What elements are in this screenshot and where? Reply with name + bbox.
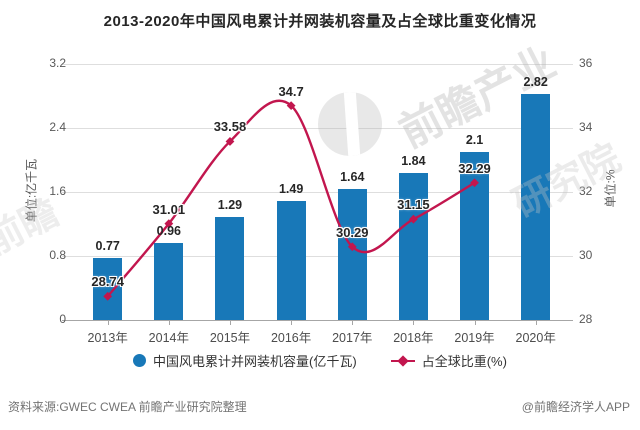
bar-value-label: 1.84 [401, 153, 426, 168]
x-axis-tick [168, 321, 170, 325]
bar-2020年 [521, 94, 551, 320]
legend-circle-marker-icon [133, 354, 147, 367]
bar-2016年 [276, 200, 306, 320]
gridline [62, 64, 573, 65]
line-value-label: 31.01 [152, 201, 186, 217]
x-axis-label: 2016年 [270, 331, 312, 345]
x-axis-tick [291, 321, 293, 325]
bar-value-label: 0.96 [156, 224, 181, 239]
bar-value-label: 1.64 [340, 169, 365, 184]
footer: 资料来源:GWEC CWEA 前瞻产业研究院整理 @前瞻经济学人APP [0, 398, 640, 415]
x-axis-label: 2020年 [515, 331, 556, 345]
bar-2015年 [215, 216, 245, 320]
right-axis-tick: 32 [579, 184, 593, 198]
x-axis-label: 2013年 [87, 331, 128, 345]
line-value-label: 28.74 [91, 274, 124, 290]
brand-credit: @前瞻经济学人APP [521, 400, 630, 414]
diamond-marker-icon [225, 137, 235, 146]
bar-2014年 [154, 243, 184, 320]
bar-value-label: 1.49 [278, 181, 304, 196]
legend-item-share: 占全球比重(%) [390, 351, 507, 370]
x-axis-tick [352, 321, 354, 325]
bar-value-label: 2.1 [465, 133, 484, 147]
line-value-label: 33.58 [213, 119, 247, 135]
left-axis-tick: 1.6 [49, 184, 66, 198]
bar-2019年 [460, 152, 490, 320]
source-note: 资料来源:GWEC CWEA 前瞻产业研究院整理 [8, 400, 247, 414]
bar-value-label: 2.82 [523, 75, 548, 90]
line-value-label: 32.29 [458, 160, 491, 176]
x-axis-tick [535, 321, 537, 325]
bar-2018年 [398, 172, 428, 320]
bar-value-label: 1.29 [217, 197, 243, 212]
x-axis-label: 2015年 [209, 331, 251, 345]
diamond-marker-icon [286, 101, 296, 110]
right-axis-tick: 30 [579, 248, 593, 262]
x-axis-label: 2019年 [454, 331, 495, 345]
x-axis-tick [413, 321, 415, 325]
right-axis-tick: 36 [579, 56, 593, 70]
legend-label-capacity: 中国风电累计并网装机容量(亿千瓦) [153, 354, 357, 369]
x-axis-label: 2018年 [393, 331, 434, 345]
gridline [62, 256, 573, 257]
line-value-label: 31.15 [397, 197, 430, 213]
x-axis-tick [229, 321, 231, 325]
legend-diamond-marker-icon [390, 354, 415, 367]
right-axis-tick: 34 [579, 120, 593, 134]
legend-label-share: 占全球比重(%) [421, 354, 507, 369]
gridline [62, 128, 573, 129]
legend-item-capacity: 中国风电累计并网装机容量(亿千瓦) [133, 351, 357, 370]
legend: 中国风电累计并网装机容量(亿千瓦) 占全球比重(%) [0, 351, 640, 370]
left-axis-tick: 0.8 [49, 248, 66, 262]
x-axis-label: 2017年 [332, 331, 373, 345]
left-axis-tick: 0 [59, 312, 66, 326]
line-value-label: 30.29 [335, 224, 369, 240]
x-axis-tick [474, 321, 476, 325]
right-axis-tick: 28 [579, 312, 593, 326]
x-axis-tick [107, 321, 109, 325]
x-axis-line [62, 320, 573, 321]
left-axis-tick: 3.2 [49, 56, 66, 70]
chart-title: 2013-2020年中国风电累计并网装机容量及占全球比重变化情况 [103, 13, 537, 30]
bar-value-label: 0.77 [95, 239, 120, 254]
left-axis-tick: 2.4 [49, 120, 66, 134]
line-value-label: 34.7 [278, 83, 304, 99]
bar-2017年 [337, 188, 367, 320]
x-axis-label: 2014年 [148, 331, 189, 345]
